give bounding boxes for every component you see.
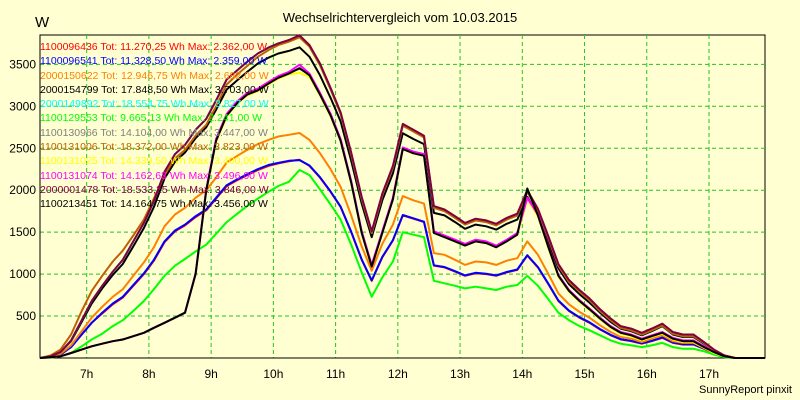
chart-title: Wechselrichtervergleich vom 10.03.2015 — [282, 10, 518, 25]
y-tick-label: 500 — [16, 309, 36, 323]
y-tick-label: 1000 — [9, 267, 36, 281]
legend-entry-11: 2000001478 Tot: 18.533,25 Wh Max: 3.846,… — [40, 183, 269, 196]
y-axis-unit: W — [35, 14, 50, 31]
legend-entry-7: 1100130966 Tot: 14.104,00 Wh Max: 3.447,… — [40, 126, 268, 139]
x-tick-label: 8h — [142, 367, 155, 381]
legend: 1100096436 Tot: 11.270,25 Wh Max: 2.362,… — [40, 40, 269, 212]
y-tick-label: 1500 — [9, 225, 36, 239]
x-tick-label: 17h — [699, 367, 719, 381]
y-tick-label: 2500 — [9, 141, 36, 155]
legend-entry-5: 2000149892 Tot: 18.554,75 Wh Max: 3.827,… — [40, 98, 269, 111]
legend-entry-9: 1100131025 Tot: 14.339,50 Wh Max: 3.400,… — [40, 155, 268, 168]
legend-entry-8: 1100131006 Tot: 18.372,00 Wh Max: 3.823,… — [40, 141, 268, 154]
y-tick-label: 2000 — [9, 183, 36, 197]
legend-entry-6: 1100129553 Tot: 9.665,13 Wh Max: 2.241,0… — [40, 112, 263, 125]
x-tick-label: 7h — [80, 367, 93, 381]
legend-entry-12: 1100213451 Tot: 14.164,75 Wh Max: 3.456,… — [40, 198, 268, 211]
series-line-11 — [39, 34, 765, 359]
series-line-2 — [39, 159, 765, 359]
series-line-12 — [39, 67, 765, 359]
report-credit: SunnyReport pinxit — [699, 384, 792, 396]
series-line-3 — [39, 132, 765, 359]
x-tick-label: 11h — [326, 367, 345, 381]
y-tick-label: 3000 — [9, 99, 36, 113]
x-tick-label: 12h — [388, 367, 408, 381]
x-tick-label: 15h — [575, 367, 595, 381]
legend-entry-2: 1100096541 Tot: 11.328,50 Wh Max: 2.359,… — [40, 55, 268, 68]
x-tick-label: 9h — [204, 367, 217, 381]
series-line-6 — [39, 169, 765, 359]
x-tick-label: 13h — [450, 367, 470, 381]
x-tick-label: 16h — [637, 367, 657, 381]
legend-entry-10: 1100131074 Tot: 14.162,63 Wh Max: 3.496,… — [40, 169, 268, 182]
legend-entry-4: 2000154799 Tot: 17.848,50 Wh Max: 3.703,… — [40, 83, 269, 96]
legend-entry-1: 1100096436 Tot: 11.270,25 Wh Max: 2.362,… — [40, 41, 268, 53]
y-tick-label: 3500 — [9, 57, 36, 71]
legend-entry-3: 2000150622 Tot: 12.946,75 Wh Max: 2.682,… — [40, 69, 269, 82]
x-tick-label: 10h — [263, 367, 283, 381]
x-tick-label: 14h — [512, 367, 532, 381]
